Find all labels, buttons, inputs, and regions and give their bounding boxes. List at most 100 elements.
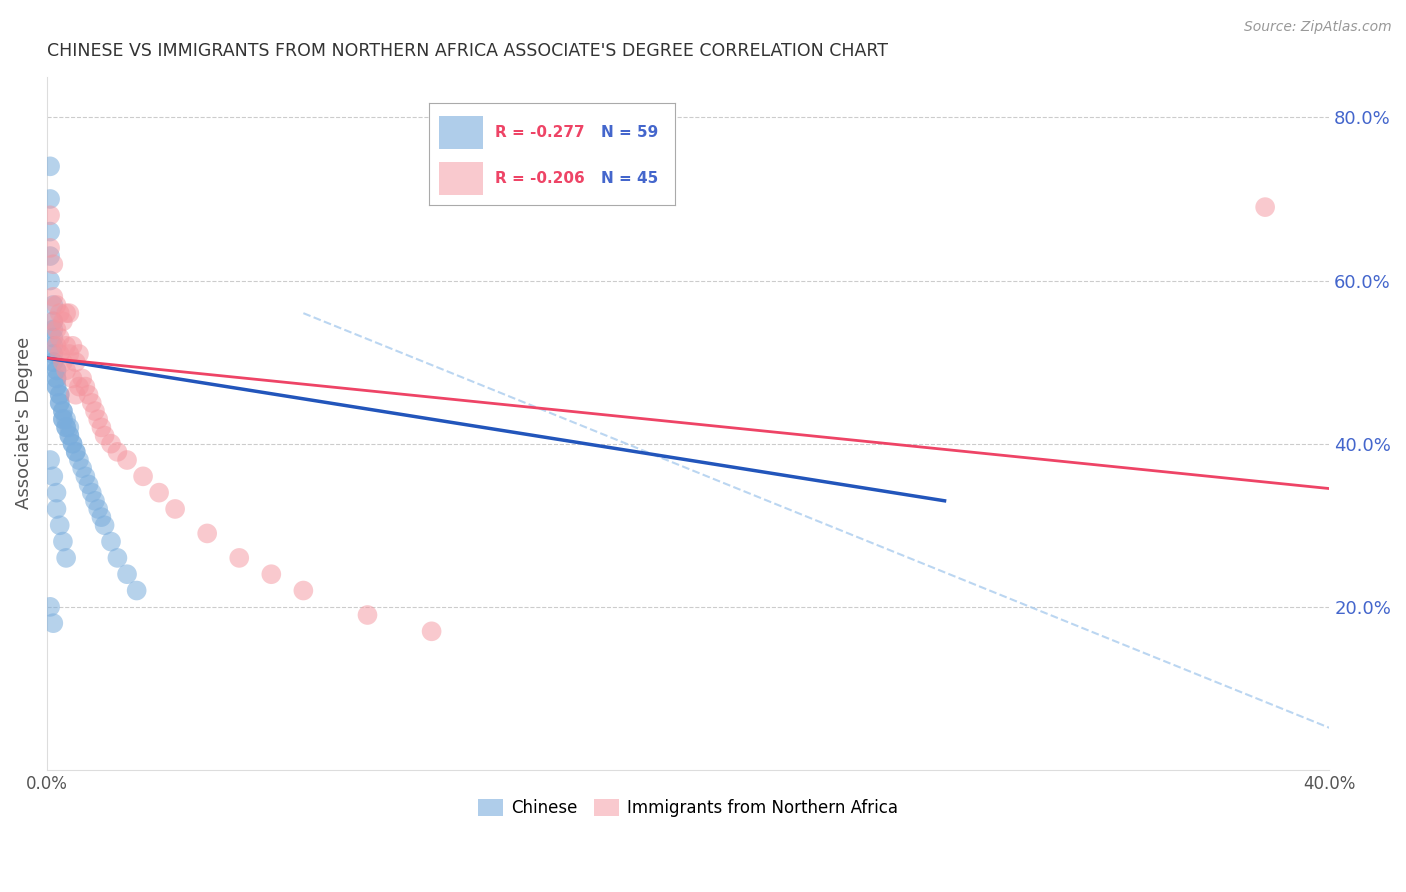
Point (45, 379, 67, 393)
Point (292, 583, 315, 598)
Y-axis label: Associate's Degree: Associate's Degree (15, 337, 32, 509)
Point (165, 502, 187, 516)
Point (62, 436, 84, 450)
Bar (439, 162, 484, 194)
Point (45, 485, 67, 500)
Bar (439, 116, 484, 149)
Point (260, 567, 283, 582)
Point (115, 567, 138, 582)
Point (87, 412, 110, 426)
Point (62, 339, 84, 353)
Legend: Chinese, Immigrants from Northern Africa: Chinese, Immigrants from Northern Africa (471, 793, 905, 824)
Point (77, 477, 100, 491)
Point (42, 339, 65, 353)
Point (1254, 200, 1277, 214)
Point (52, 534, 75, 549)
Text: CHINESE VS IMMIGRANTS FROM NORTHERN AFRICA ASSOCIATE'S DEGREE CORRELATION CHART: CHINESE VS IMMIGRANTS FROM NORTHERN AFRI… (46, 42, 887, 60)
Point (42, 298, 65, 312)
Point (39, 274, 62, 288)
Point (75, 469, 97, 483)
Point (39, 159, 62, 173)
Point (62, 371, 84, 385)
Point (52, 314, 75, 328)
Point (55, 420, 77, 434)
Point (42, 322, 65, 336)
Point (55, 420, 77, 434)
Point (58, 428, 80, 442)
Point (42, 355, 65, 369)
Point (107, 445, 129, 459)
Point (65, 388, 87, 402)
Point (356, 607, 378, 622)
Point (90, 420, 112, 434)
Point (52, 404, 75, 418)
Point (39, 208, 62, 222)
Point (42, 347, 65, 361)
Point (48, 331, 70, 345)
Point (84, 493, 107, 508)
Point (58, 306, 80, 320)
Point (67, 453, 90, 467)
Point (52, 355, 75, 369)
Point (100, 534, 122, 549)
Point (55, 550, 77, 565)
Point (67, 379, 90, 393)
Point (39, 453, 62, 467)
Point (45, 339, 67, 353)
Point (93, 518, 115, 533)
Point (39, 249, 62, 263)
Point (45, 502, 67, 516)
Point (80, 485, 103, 500)
Text: Source: ZipAtlas.com: Source: ZipAtlas.com (1244, 20, 1392, 34)
Text: N = 59: N = 59 (602, 125, 658, 140)
Point (45, 298, 67, 312)
Point (42, 616, 65, 631)
Point (84, 404, 107, 418)
Point (42, 257, 65, 271)
Point (42, 290, 65, 304)
Point (39, 599, 62, 614)
Point (48, 347, 70, 361)
Point (125, 583, 148, 598)
Point (67, 347, 90, 361)
Point (65, 445, 87, 459)
Point (52, 404, 75, 418)
Point (93, 428, 115, 442)
Point (55, 363, 77, 377)
Point (48, 396, 70, 410)
Point (55, 306, 77, 320)
Point (45, 371, 67, 385)
Point (45, 363, 67, 377)
Point (58, 347, 80, 361)
Point (75, 379, 97, 393)
Point (42, 469, 65, 483)
Point (39, 225, 62, 239)
Point (148, 485, 170, 500)
Point (48, 518, 70, 533)
Point (90, 510, 112, 524)
Text: R = -0.206: R = -0.206 (495, 171, 585, 186)
Point (45, 371, 67, 385)
Point (45, 379, 67, 393)
Point (58, 420, 80, 434)
Text: R = -0.277: R = -0.277 (495, 125, 585, 140)
Point (80, 396, 103, 410)
Point (58, 428, 80, 442)
Point (48, 306, 70, 320)
Point (65, 355, 87, 369)
Point (39, 192, 62, 206)
Text: N = 45: N = 45 (602, 171, 658, 186)
Point (45, 363, 67, 377)
Point (115, 453, 138, 467)
Point (48, 388, 70, 402)
Point (48, 396, 70, 410)
Point (52, 412, 75, 426)
Point (39, 241, 62, 255)
Point (55, 339, 77, 353)
Point (228, 550, 250, 565)
Point (48, 388, 70, 402)
Point (55, 412, 77, 426)
Point (132, 469, 155, 483)
Point (62, 436, 84, 450)
Point (77, 388, 100, 402)
